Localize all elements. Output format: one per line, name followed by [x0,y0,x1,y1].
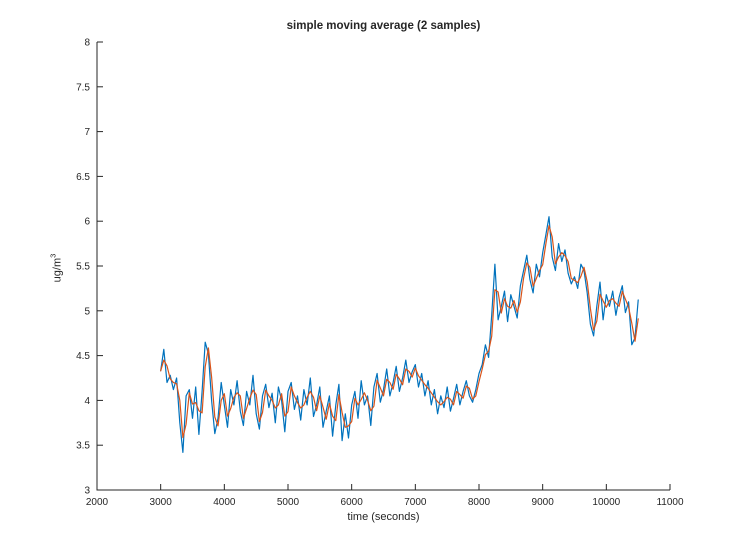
x-tick-label: 3000 [150,497,173,508]
x-tick-label: 4000 [213,497,236,508]
y-tick-label: 8 [84,38,90,49]
x-tick-label: 6000 [341,497,364,508]
y-tick-label: 3.5 [76,441,90,452]
x-tick-label: 11000 [656,497,684,508]
y-tick-label: 4.5 [76,351,90,362]
x-axis-label: time (seconds) [347,511,420,523]
x-tick-label: 10000 [592,497,620,508]
x-tick-label: 7000 [404,497,427,508]
y-tick-label: 3 [84,486,90,497]
x-tick-label: 5000 [277,497,300,508]
y-tick-label: 5 [84,306,90,317]
y-tick-label: 6 [84,217,90,228]
y-tick-label: 7.5 [76,82,90,93]
moving-average-line [160,225,639,439]
y-tick-label: 6.5 [76,172,90,183]
x-tick-label: 8000 [468,497,491,508]
raw-series-line [160,216,639,453]
y-tick-label: 7 [84,127,90,138]
chart-title: simple moving average (2 samples) [286,20,481,32]
x-tick-label: 2000 [86,497,109,508]
y-tick-label: 4 [84,396,90,407]
x-tick-label: 9000 [532,497,555,508]
axis-lines [96,42,670,491]
y-tick-label: 5.5 [76,262,90,273]
